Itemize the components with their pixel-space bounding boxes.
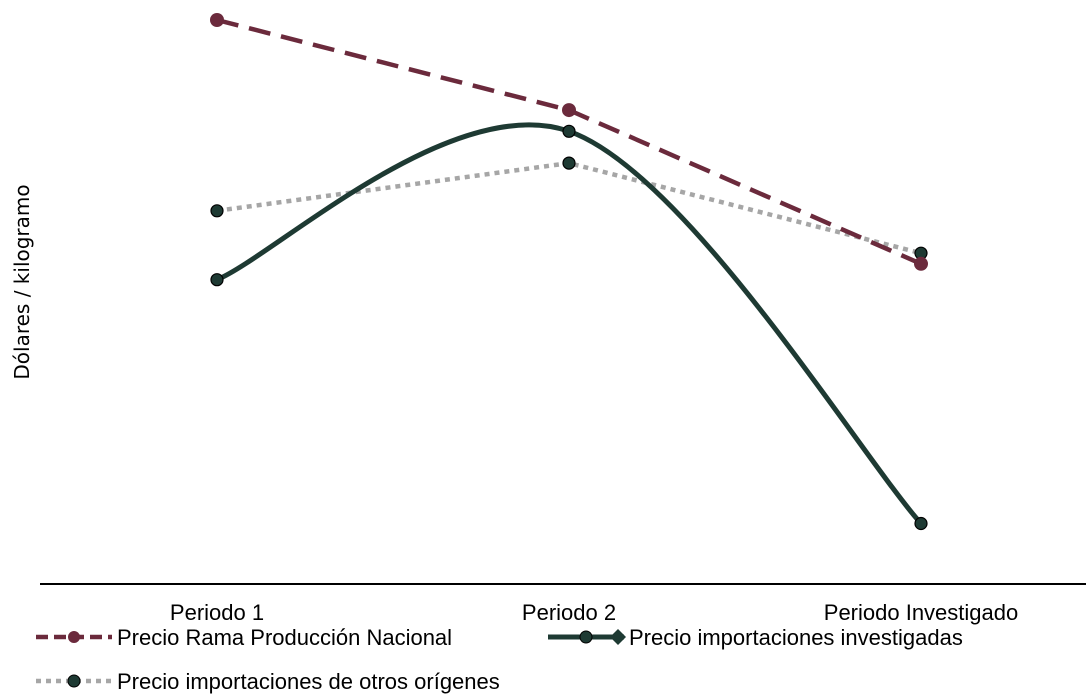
legend: Precio Rama Producción Nacional Precio im… [36,625,963,694]
legend-swatch-marker-0 [68,631,80,643]
x-tick-label-1: Periodo 2 [522,600,616,625]
series-1-point-2 [914,516,928,531]
series-line-0 [216,17,922,266]
legend-label-2: Precio importaciones de otros orígenes [117,669,500,694]
y-axis-label: Dólares / kilogramo [10,184,34,379]
series-0-point-0 [210,13,224,27]
legend-item-1: Precio importaciones investigadas [548,625,963,650]
series-line-2 [216,160,922,256]
x-tick-label-2: Periodo Investigado [824,600,1018,625]
legend-label-1: Precio importaciones investigadas [629,625,963,650]
series-1-point-1 [562,124,576,138]
series-0-point-2 [914,256,928,271]
series-2-point-1 [562,156,576,170]
series-1-point-0 [210,273,224,287]
legend-item-0: Precio Rama Producción Nacional [36,625,452,650]
legend-swatch-marker-1 [579,630,593,644]
series-line-1 [216,122,923,526]
series-2-point-0 [210,204,224,218]
x-tick-label-0: Periodo 1 [170,600,264,625]
series-markers [210,13,928,531]
legend-swatch-diamond-1 [610,629,626,645]
x-tick-labels: Periodo 1 Periodo 2 Periodo Investigado [170,600,1018,625]
series-0-point-1 [562,103,576,118]
legend-swatch-marker-2 [67,674,81,688]
series-lines [216,17,923,526]
legend-item-2: Precio importaciones de otros orígenes [36,669,500,694]
legend-label-0: Precio Rama Producción Nacional [117,625,452,650]
